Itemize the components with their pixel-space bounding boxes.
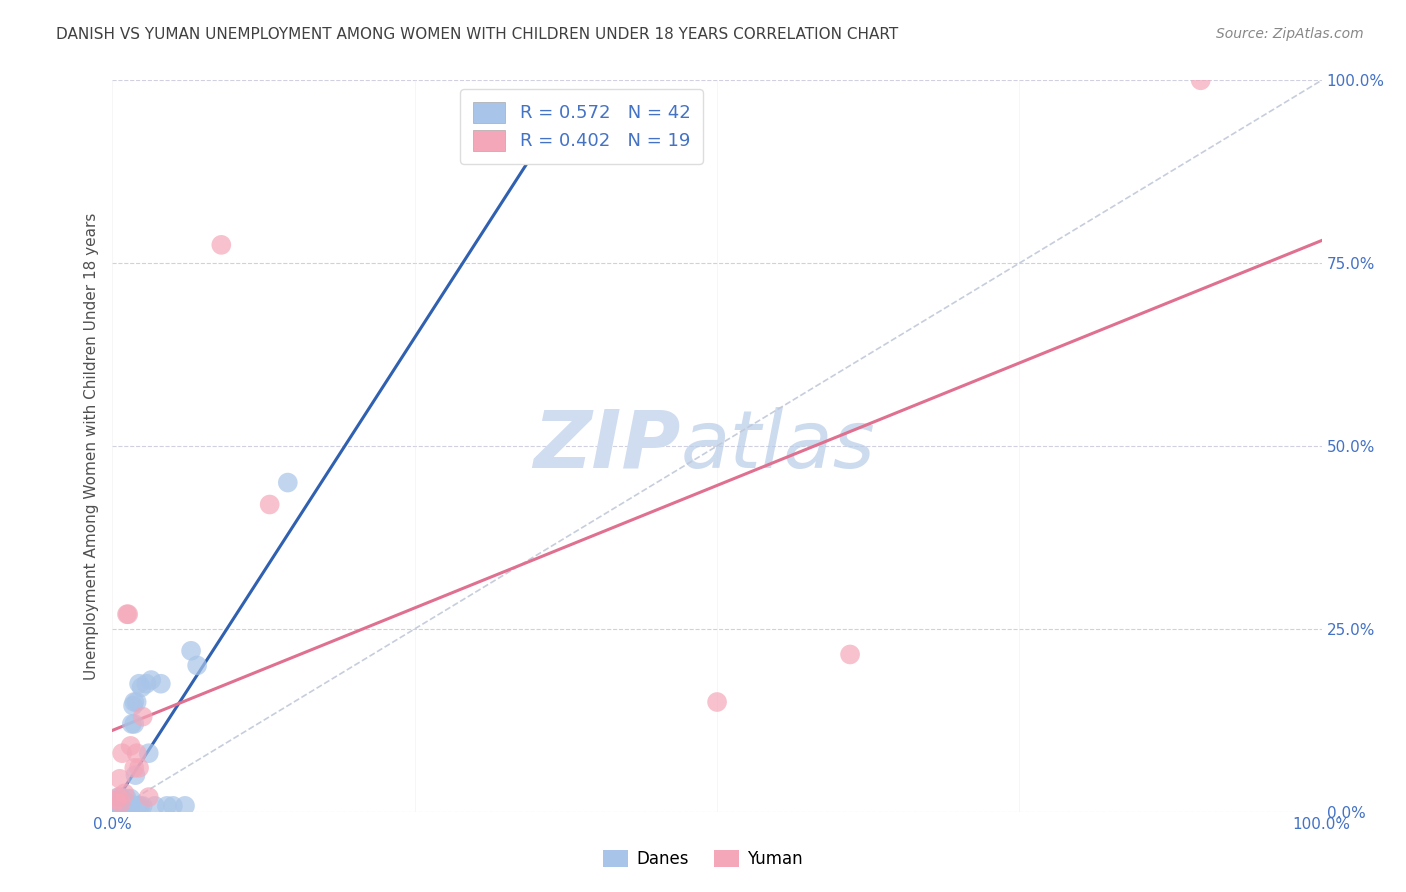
Point: [122, 695, 145, 709]
Point: [186, 658, 208, 673]
Point: [120, 791, 142, 805]
Point: [107, 790, 129, 805]
Point: [209, 237, 232, 252]
Point: [537, 132, 560, 146]
Point: [111, 791, 134, 805]
Point: [105, 794, 128, 808]
Y-axis label: Unemployment Among Women with Children Under 18 years: Unemployment Among Women with Children U…: [83, 212, 98, 680]
Point: [117, 607, 139, 622]
Point: [114, 787, 136, 801]
Text: Source: ZipAtlas.com: Source: ZipAtlas.com: [1216, 27, 1364, 41]
Point: [138, 790, 160, 805]
Point: [149, 676, 172, 690]
Point: [143, 798, 166, 813]
Point: [132, 709, 155, 723]
Point: [138, 746, 160, 760]
Point: [156, 798, 179, 813]
Point: [124, 768, 146, 782]
Point: [111, 746, 134, 760]
Point: [118, 797, 141, 812]
Point: [120, 739, 142, 753]
Point: [174, 798, 197, 813]
Point: [122, 761, 145, 775]
Point: [122, 717, 145, 731]
Point: [128, 676, 150, 690]
Point: [1189, 73, 1212, 87]
Point: [839, 648, 862, 662]
Point: [122, 698, 145, 713]
Point: [120, 801, 142, 815]
Point: [111, 798, 134, 813]
Point: [129, 798, 152, 813]
Point: [108, 797, 131, 812]
Point: [107, 801, 129, 815]
Point: [121, 717, 143, 731]
Point: [180, 644, 202, 658]
Point: [117, 798, 139, 813]
Point: [127, 798, 149, 813]
Point: [114, 794, 136, 808]
Point: [112, 796, 135, 810]
Point: [132, 798, 155, 813]
Point: [107, 790, 129, 805]
Point: [530, 132, 553, 146]
Point: [131, 681, 153, 695]
Point: [115, 607, 138, 622]
Point: [259, 498, 281, 512]
Text: atlas: atlas: [681, 407, 876, 485]
Point: [277, 475, 299, 490]
Point: [105, 794, 128, 808]
Text: ZIP: ZIP: [533, 407, 681, 485]
Point: [706, 695, 728, 709]
Point: [128, 761, 150, 775]
Point: [105, 797, 128, 812]
Point: [141, 673, 163, 687]
Point: [108, 772, 131, 786]
Point: [162, 798, 184, 813]
Point: [125, 746, 148, 760]
Point: [110, 801, 132, 815]
Legend: R = 0.572   N = 42, R = 0.402   N = 19: R = 0.572 N = 42, R = 0.402 N = 19: [460, 89, 703, 163]
Legend: Danes, Yuman: Danes, Yuman: [596, 843, 810, 875]
Text: DANISH VS YUMAN UNEMPLOYMENT AMONG WOMEN WITH CHILDREN UNDER 18 YEARS CORRELATIO: DANISH VS YUMAN UNEMPLOYMENT AMONG WOMEN…: [56, 27, 898, 42]
Point: [110, 790, 132, 805]
Point: [115, 791, 138, 805]
Point: [110, 796, 132, 810]
Point: [114, 801, 136, 815]
Point: [125, 695, 148, 709]
Point: [135, 676, 157, 690]
Point: [114, 797, 136, 812]
